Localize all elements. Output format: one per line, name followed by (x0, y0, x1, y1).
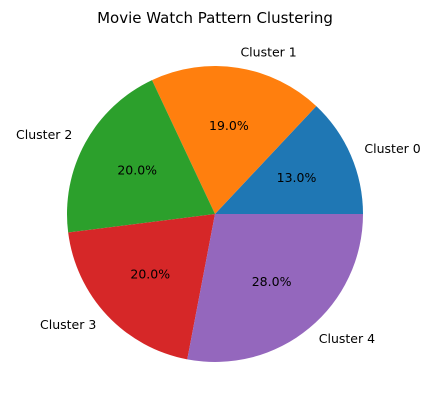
slice-label-0: Cluster 0 (364, 141, 420, 156)
pie-slice-1 (151, 66, 317, 214)
pie-slice-2 (67, 80, 215, 233)
pie-slices (67, 66, 363, 362)
slice-label-1: Cluster 1 (240, 45, 296, 60)
slice-percent-4: 28.0% (252, 274, 292, 289)
slice-label-2: Cluster 2 (16, 127, 72, 142)
pie-labels: Cluster 0 13.0% Cluster 1 19.0% Cluster 2 20.… (16, 45, 421, 346)
pie-slice-3 (68, 214, 215, 360)
slice-percent-3: 20.0% (130, 266, 170, 281)
chart-title: Movie Watch Pattern Clustering (97, 9, 333, 27)
slice-percent-2: 20.0% (117, 163, 157, 178)
slice-percent-1: 19.0% (209, 118, 249, 133)
pie-slice-4 (187, 214, 363, 362)
slice-label-3: Cluster 3 (40, 317, 96, 332)
slice-label-4: Cluster 4 (319, 331, 375, 346)
slice-percent-0: 13.0% (277, 170, 317, 185)
pie-slice-0 (215, 106, 363, 214)
